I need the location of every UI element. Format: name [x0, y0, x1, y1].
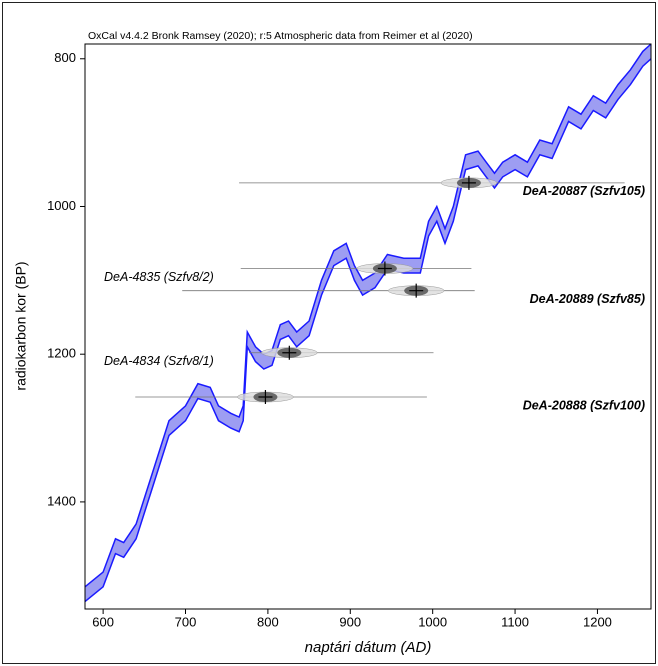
band-lower	[84, 58, 652, 603]
x-tick-label: 1100	[501, 614, 529, 629]
sample-mean-cross	[258, 390, 273, 405]
sample-mean-cross	[377, 261, 392, 276]
x-tick-label: 700	[175, 614, 197, 629]
x-tick-label: 1000	[418, 614, 447, 629]
sample-mean-cross	[409, 283, 424, 298]
sample-label: DeA-4835 (Szfv8/2)	[104, 270, 214, 284]
x-tick-label: 800	[257, 614, 279, 629]
y-tick-label: 1400	[47, 493, 76, 508]
sample-label: DeA-20889 (Szfv85)	[530, 292, 645, 306]
x-axis-label: naptári dátum (AD)	[305, 639, 432, 656]
sample-label: DeA-4834 (Szfv8/1)	[104, 354, 214, 368]
y-axis-label: radiokarbon kor (BP)	[13, 261, 29, 390]
y-tick-label: 1200	[47, 346, 76, 361]
x-tick-label: 600	[92, 614, 114, 629]
header: OxCal v4.4.2 Bronk Ramsey (2020); r:5 At…	[88, 30, 473, 42]
y-tick-label: 1000	[47, 198, 76, 213]
x-tick-label: 900	[339, 614, 361, 629]
y-tick-label: 800	[54, 50, 76, 65]
calibration-band	[85, 44, 651, 602]
x-tick-label: 1200	[583, 614, 612, 629]
sample-mean-cross	[282, 345, 297, 360]
sample-label: DeA-20887 (Szfv105)	[523, 184, 645, 198]
sample-label: DeA-20888 (Szfv100)	[523, 398, 645, 412]
band-upper	[84, 43, 652, 588]
sample-mean-cross	[461, 175, 476, 190]
plot-frame	[84, 43, 652, 610]
